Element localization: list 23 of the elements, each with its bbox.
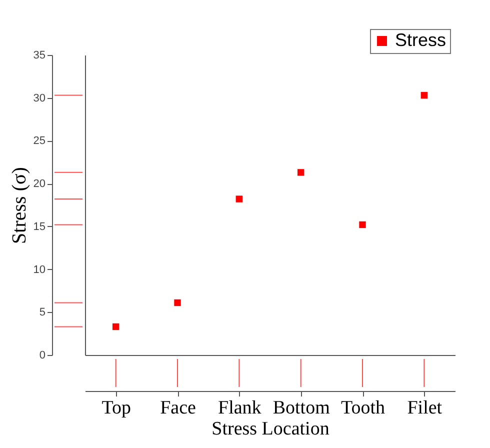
- y-tick-label: 5: [39, 306, 46, 319]
- point: [359, 221, 366, 228]
- x-tick-label: Face: [160, 398, 196, 418]
- y-axis-title: Stress (σ): [8, 167, 30, 244]
- point: [174, 299, 181, 306]
- point: [297, 169, 304, 176]
- y-tick-label: 0: [39, 350, 46, 362]
- x-tick-label: Filet: [407, 398, 443, 418]
- x-axis-title: Stress Location: [212, 418, 330, 440]
- y-tick-label: 10: [33, 264, 46, 276]
- point: [420, 92, 428, 99]
- point: [112, 323, 120, 330]
- x-tick-label: Bottom: [272, 398, 330, 418]
- x-tick-label: Flank: [218, 398, 262, 418]
- legend-label: Stress: [395, 30, 446, 50]
- x-tick-label: Top: [102, 398, 131, 418]
- point: [236, 196, 243, 202]
- y-tick-label: 25: [33, 135, 46, 148]
- y-tick-label: 35: [33, 50, 46, 62]
- x-tick-label: Tooth: [340, 398, 386, 418]
- y-tick-label: 30: [33, 92, 46, 104]
- y-tick-label: 20: [33, 178, 46, 190]
- y-tick-label: 15: [33, 220, 46, 233]
